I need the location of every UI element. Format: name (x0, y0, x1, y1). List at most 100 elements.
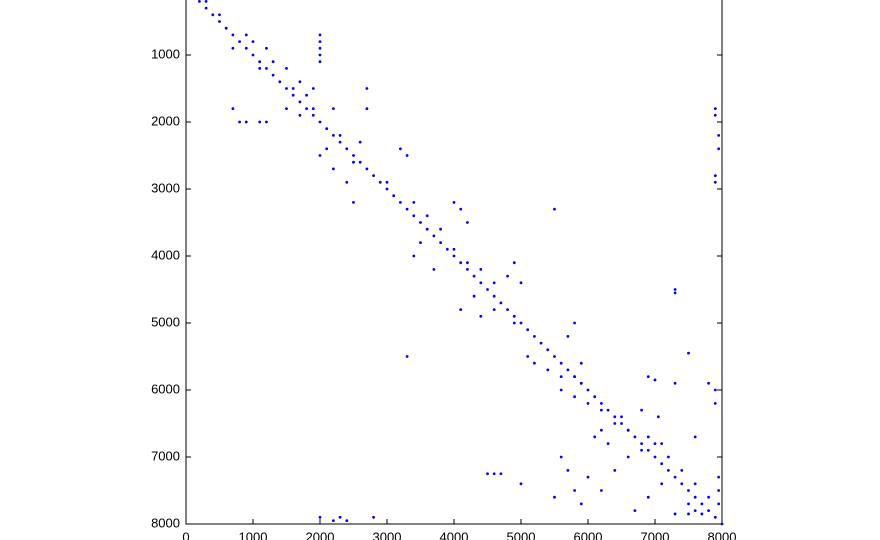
point (586, 402, 590, 405)
point (626, 428, 630, 432)
point (218, 20, 221, 23)
point (298, 80, 302, 84)
point (673, 291, 677, 295)
point (680, 482, 684, 486)
point (439, 241, 442, 245)
point (559, 455, 563, 459)
point (204, 0, 208, 3)
point (700, 502, 704, 506)
point (519, 321, 523, 325)
point (626, 455, 630, 459)
point (713, 515, 717, 519)
point (265, 46, 268, 50)
point (673, 381, 677, 385)
point (258, 67, 262, 70)
x-tick-label: 7000 (641, 529, 670, 540)
point (332, 167, 335, 171)
point (466, 261, 469, 265)
point (492, 294, 496, 298)
point (640, 442, 643, 445)
point (713, 180, 717, 184)
point (512, 261, 516, 265)
point (452, 247, 456, 251)
point (553, 495, 556, 499)
point (318, 33, 322, 37)
point (258, 120, 262, 124)
point (325, 147, 329, 151)
point (211, 13, 215, 17)
point (546, 348, 550, 352)
point (358, 160, 362, 164)
point (265, 67, 268, 70)
point (298, 100, 302, 104)
point (573, 489, 576, 492)
point (613, 422, 617, 425)
point (533, 335, 536, 338)
point (479, 281, 483, 285)
x-tick-label: 4000 (440, 529, 469, 540)
y-tick-label: 6000 (151, 381, 180, 396)
point (717, 489, 721, 492)
point (305, 93, 308, 97)
point (466, 221, 469, 224)
point (687, 351, 690, 355)
point (673, 288, 677, 291)
point (559, 375, 563, 378)
point (244, 120, 248, 124)
point (687, 489, 690, 492)
point (472, 274, 476, 278)
point (573, 321, 576, 325)
point (506, 308, 509, 311)
point (553, 355, 556, 358)
point (700, 512, 704, 516)
point (385, 187, 389, 191)
point (405, 154, 409, 157)
point (318, 46, 322, 50)
point (499, 472, 503, 476)
x-tick-label: 6000 (574, 529, 603, 540)
point (660, 442, 664, 445)
point (345, 519, 349, 523)
point (526, 328, 530, 332)
point (405, 207, 409, 211)
point (332, 134, 335, 137)
point (425, 227, 429, 231)
point (713, 107, 717, 110)
point (419, 221, 422, 224)
point (687, 502, 690, 506)
point (318, 53, 322, 57)
point (412, 254, 416, 258)
point (372, 515, 375, 519)
point (693, 482, 697, 486)
point (445, 247, 449, 251)
point (600, 428, 603, 432)
x-tick-label: 8000 (708, 529, 737, 540)
point (717, 502, 721, 506)
y-tick-label: 3000 (151, 180, 180, 195)
point (646, 495, 650, 499)
point (305, 107, 308, 110)
point (653, 442, 657, 445)
point (680, 469, 684, 472)
point (352, 154, 355, 157)
point (365, 167, 369, 171)
point (499, 301, 503, 305)
point (633, 435, 637, 439)
point (466, 268, 469, 271)
point (486, 288, 489, 291)
point (707, 495, 710, 499)
point (352, 160, 355, 164)
point (479, 314, 483, 318)
point (204, 6, 208, 10)
point (311, 87, 315, 90)
point (693, 509, 697, 512)
point (559, 388, 563, 392)
point (318, 154, 322, 157)
point (365, 87, 369, 90)
point (613, 415, 617, 419)
point (546, 368, 550, 372)
point (365, 107, 369, 110)
point (620, 422, 623, 425)
y-tick-label: 2000 (151, 113, 180, 128)
